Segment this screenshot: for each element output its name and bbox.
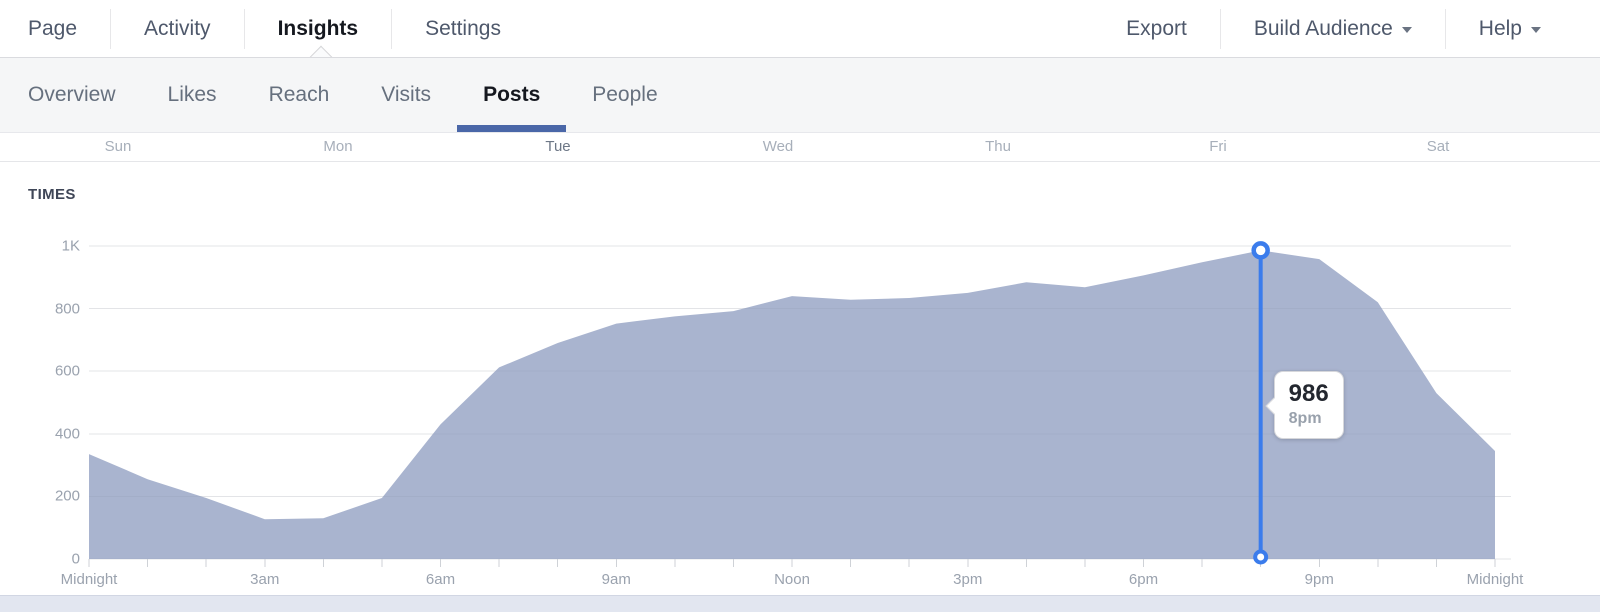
area-series <box>89 250 1495 559</box>
insights-tab-bar: Overview Likes Reach Visits Posts People <box>0 57 1600 133</box>
nav-item-settings[interactable]: Settings <box>425 16 501 40</box>
nav-item-export[interactable]: Export <box>1093 17 1220 41</box>
y-axis-label: 400 <box>54 425 80 443</box>
active-tab-underline <box>457 125 567 132</box>
tab-label: People <box>592 83 658 106</box>
times-area-chart[interactable] <box>0 162 1600 595</box>
tab-overview[interactable]: Overview <box>28 58 142 132</box>
nav-item-label: Export <box>1126 16 1187 40</box>
x-axis-label: 9am <box>601 571 631 588</box>
day-header-sun[interactable]: Sun <box>104 138 132 155</box>
active-nav-notch <box>303 45 339 57</box>
nav-item-label: Build Audience <box>1253 16 1393 40</box>
tab-likes[interactable]: Likes <box>142 58 243 132</box>
day-header-fri[interactable]: Fri <box>1209 138 1227 155</box>
nav-divider <box>243 8 245 49</box>
highlight-point-top <box>1251 241 1270 260</box>
day-of-week-row: Sun Mon Tue Wed Thu Fri Sat <box>0 133 1600 162</box>
nav-divider <box>1219 8 1221 49</box>
y-axis-label: 1K <box>61 237 80 255</box>
day-header-wed[interactable]: Wed <box>762 138 794 155</box>
tab-label: Posts <box>483 83 541 106</box>
y-axis-label: 800 <box>54 300 80 318</box>
day-header-mon[interactable]: Mon <box>323 138 353 155</box>
top-nav-right: Export Build Audience Help <box>1093 0 1600 57</box>
day-header-tue[interactable]: Tue <box>545 138 571 155</box>
x-axis-label: Midnight <box>1466 571 1524 588</box>
tab-label: Overview <box>28 83 116 106</box>
notch-shape <box>309 45 333 57</box>
x-axis-label: Noon <box>774 571 810 588</box>
y-axis-label: 0 <box>71 550 80 568</box>
tab-label: Reach <box>268 83 330 106</box>
nav-item-label: Help <box>1478 16 1522 40</box>
top-nav-left: Page Activity Insights Settings <box>0 0 534 57</box>
nav-item-help[interactable]: Help <box>1446 17 1574 41</box>
nav-divider <box>110 8 112 49</box>
section-label: TIMES <box>28 186 76 203</box>
times-chart-section: TIMES 0 200 400 600 800 1K Midnight 3am 6am 9am No… <box>0 162 1600 595</box>
day-of-week-columns: Sun Mon Tue Wed Thu Fri Sat <box>8 133 1548 161</box>
tooltip-value: 986 <box>1288 380 1329 407</box>
day-header-sat[interactable]: Sat <box>1426 138 1450 155</box>
chevron-down-icon <box>1401 27 1412 33</box>
x-axis-label: 9pm <box>1304 571 1334 588</box>
x-axis-label: 3pm <box>953 571 983 588</box>
chevron-down-icon <box>1531 27 1541 33</box>
nav-item-page[interactable]: Page <box>28 16 78 40</box>
tab-label: Visits <box>381 83 432 106</box>
day-header-thu[interactable]: Thu <box>985 138 1011 155</box>
y-axis-label: 200 <box>54 487 80 505</box>
tooltip-time: 8pm <box>1288 410 1322 427</box>
tab-visits[interactable]: Visits <box>355 58 457 132</box>
x-axis-label: 6am <box>425 571 456 588</box>
nav-item-activity[interactable]: Activity <box>144 16 211 40</box>
nav-item-insights[interactable]: Insights <box>277 16 359 40</box>
footer-strip <box>0 595 1600 612</box>
tab-people[interactable]: People <box>566 58 683 132</box>
nav-item-build-audience[interactable]: Build Audience <box>1221 17 1445 41</box>
nav-divider <box>391 8 393 49</box>
tab-reach[interactable]: Reach <box>243 58 356 132</box>
tab-label: Likes <box>167 83 217 106</box>
y-axis-label: 600 <box>54 362 80 380</box>
tab-posts[interactable]: Posts <box>457 58 567 132</box>
top-nav: Page Activity Insights Settings Export Build… <box>0 0 1600 57</box>
x-axis-label: 3am <box>250 571 280 588</box>
highlight-point-bottom <box>1253 549 1269 565</box>
x-axis-label: Midnight <box>60 571 118 588</box>
x-axis-label: 6pm <box>1128 571 1159 588</box>
nav-divider <box>1444 8 1446 49</box>
chart-tooltip: 986 8pm <box>1265 371 1344 439</box>
